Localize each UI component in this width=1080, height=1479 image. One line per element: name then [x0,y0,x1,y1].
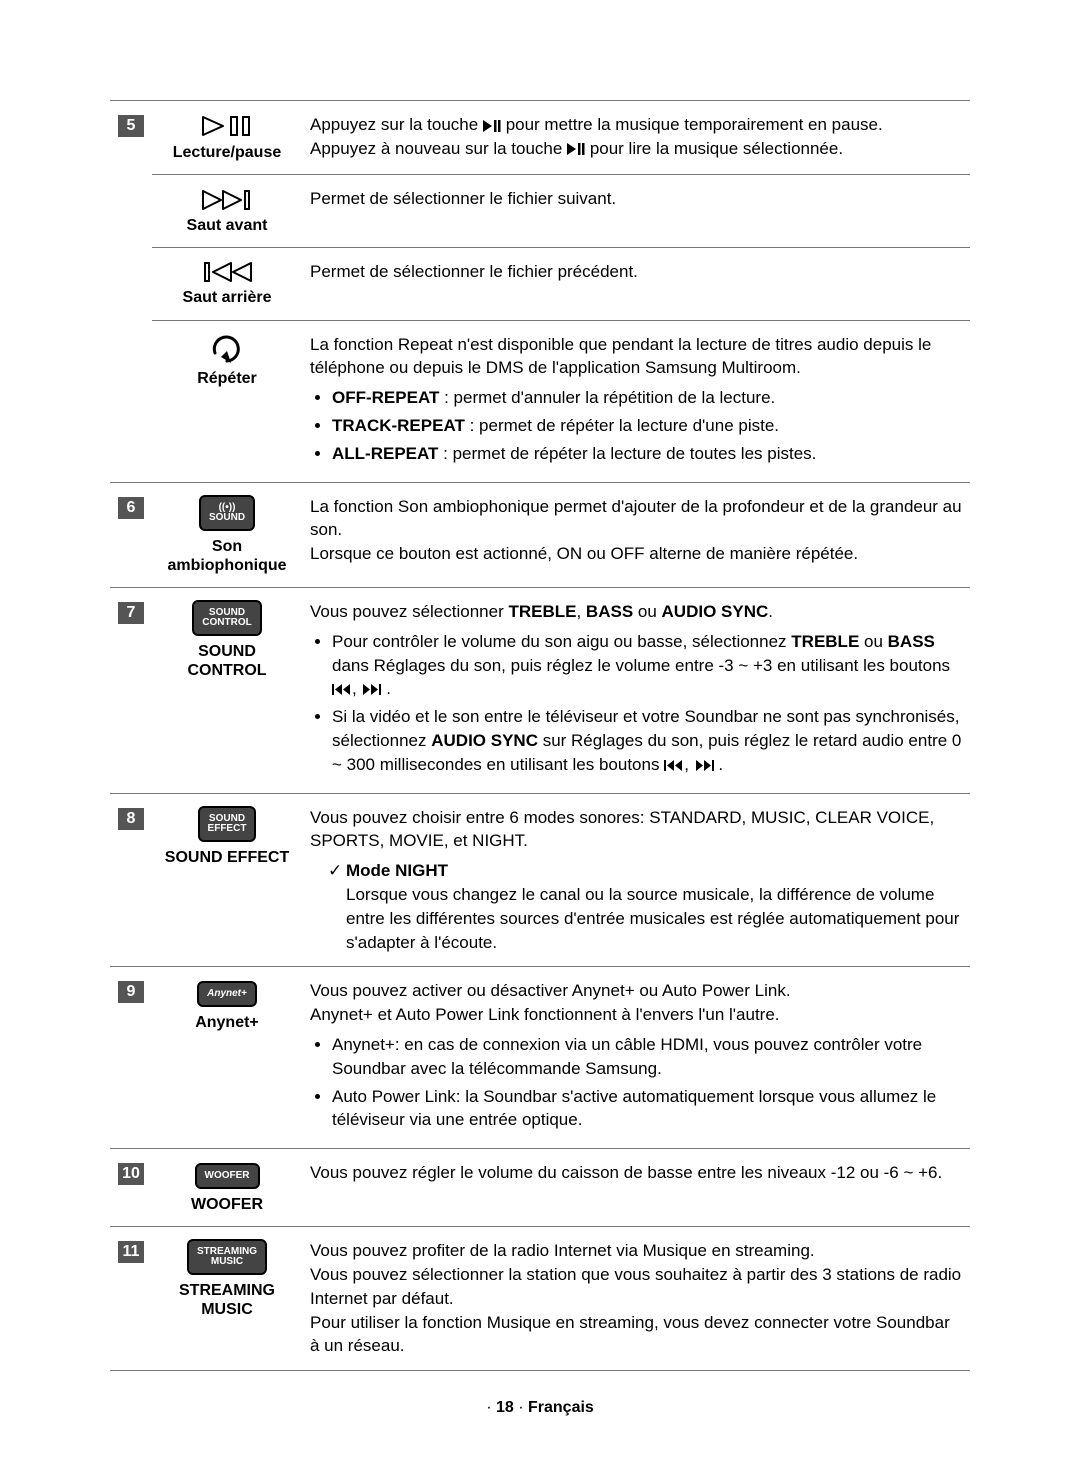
step-number: 7 [118,602,144,624]
repeat-label: Répéter [160,369,294,388]
skip-forward-icon [160,187,294,212]
table-row: 6 ((•)) SOUND Son ambiophonique La fonct… [110,482,970,587]
play-pause-label: Lecture/pause [160,143,294,162]
sound-control-button-icon: SOUND CONTROL [192,600,261,636]
woofer-description: Vous pouvez régler le volume du caisson … [302,1149,970,1227]
table-row: 8 SOUND EFFECT SOUND EFFECT Vous pouvez … [110,793,970,967]
anynet-button-icon: Anynet+ [197,981,257,1007]
sound-effect-label: SOUND EFFECT [160,848,294,867]
sound-control-label: SOUND CONTROL [160,642,294,680]
surround-sound-label: Son ambiophonique [160,537,294,575]
play-pause-icon [160,113,294,139]
play-pause-inline-icon [483,120,501,132]
skip-back-inline-icon [332,684,352,695]
streaming-music-button-icon: STREAMING MUSIC [187,1239,267,1275]
skip-forward-description: Permet de sélectionner le fichier suivan… [302,175,970,248]
step-number: 6 [118,497,144,519]
skip-back-description: Permet de sélectionner le fichier précéd… [302,247,970,320]
streaming-music-label: STREAMING MUSIC [160,1281,294,1319]
anynet-description: Vous pouvez activer ou désactiver Anynet… [302,967,970,1149]
anynet-label: Anynet+ [160,1013,294,1032]
table-row: 10 WOOFER WOOFER Vous pouvez régler le v… [110,1149,970,1227]
step-number: 11 [118,1241,144,1263]
skip-forward-inline-icon [694,760,714,771]
skip-back-icon [160,260,294,285]
table-row: 11 STREAMING MUSIC STREAMING MUSIC Vous … [110,1227,970,1371]
table-row: Saut arrière Permet de sélectionner le f… [110,247,970,320]
play-pause-description: Appuyez sur la touche pour mettre la mus… [302,101,970,175]
repeat-description: La fonction Repeat n'est disponible que … [302,320,970,482]
step-number: 9 [118,981,144,1003]
step-number: 10 [118,1163,144,1185]
manual-page: 5 Lecture/pause Appuyez sur la touche po… [0,0,1080,1457]
skip-forward-inline-icon [361,684,381,695]
sound-control-description: Vous pouvez sélectionner TREBLE, BASS ou… [302,587,970,793]
table-row: 9 Anynet+ Anynet+ Vous pouvez activer ou… [110,967,970,1149]
page-footer: · 18 · Français [110,1399,970,1417]
sound-effect-button-icon: SOUND EFFECT [198,806,257,842]
skip-forward-label: Saut avant [160,216,294,235]
table-row: 5 Lecture/pause Appuyez sur la touche po… [110,101,970,175]
skip-back-inline-icon [664,760,684,771]
table-row: Saut avant Permet de sélectionner le fic… [110,175,970,248]
table-row: Répéter La fonction Repeat n'est disponi… [110,320,970,482]
remote-functions-table: 5 Lecture/pause Appuyez sur la touche po… [110,100,970,1371]
sound-effect-description: Vous pouvez choisir entre 6 modes sonore… [302,793,970,967]
woofer-button-icon: WOOFER [195,1163,260,1189]
step-number: 5 [118,115,144,137]
play-pause-inline-icon [567,143,585,155]
streaming-music-description: Vous pouvez profiter de la radio Interne… [302,1227,970,1371]
surround-sound-description: La fonction Son ambiophonique permet d'a… [302,482,970,587]
step-number: 8 [118,808,144,830]
skip-back-label: Saut arrière [160,288,294,307]
check-icon: ✓ [328,859,346,883]
repeat-icon [160,333,294,365]
woofer-label: WOOFER [160,1195,294,1214]
table-row: 7 SOUND CONTROL SOUND CONTROL Vous pouve… [110,587,970,793]
surround-sound-button-icon: ((•)) SOUND [199,495,255,531]
